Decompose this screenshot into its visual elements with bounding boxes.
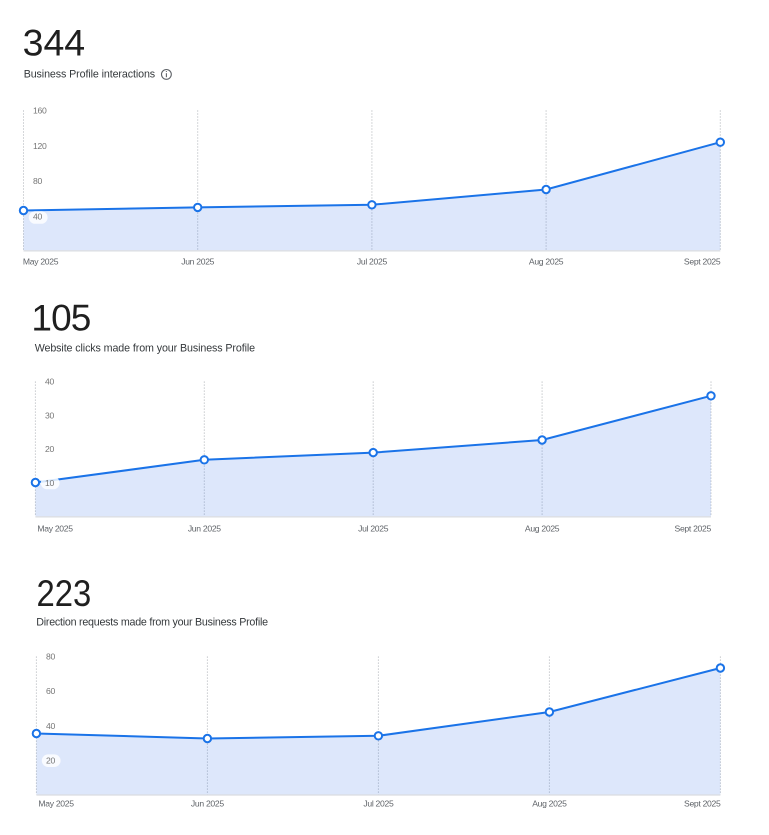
svg-text:80: 80: [46, 652, 55, 662]
svg-text:344: 344: [23, 22, 86, 64]
svg-text:10: 10: [45, 478, 54, 488]
svg-text:Aug 2025: Aug 2025: [529, 256, 564, 266]
svg-text:Jul 2025: Jul 2025: [363, 798, 394, 808]
svg-text:May 2025: May 2025: [37, 524, 73, 534]
svg-text:Jul 2025: Jul 2025: [357, 256, 388, 266]
svg-text:223: 223: [36, 573, 91, 614]
svg-text:Aug 2025: Aug 2025: [532, 798, 567, 808]
svg-text:60: 60: [46, 686, 55, 696]
svg-text:May 2025: May 2025: [23, 257, 59, 267]
svg-text:Jun 2025: Jun 2025: [188, 524, 221, 534]
svg-text:30: 30: [45, 410, 54, 420]
svg-text:Business Profile interactions: Business Profile interactions: [24, 69, 155, 81]
svg-text:105: 105: [31, 297, 90, 338]
svg-text:Sept 2025: Sept 2025: [684, 798, 721, 808]
svg-text:Website clicks made from your: Website clicks made from your Business P…: [35, 343, 255, 355]
svg-text:Jun 2025: Jun 2025: [191, 798, 224, 808]
svg-text:160: 160: [33, 105, 47, 115]
svg-text:40: 40: [33, 212, 42, 222]
svg-text:20: 20: [46, 756, 55, 766]
svg-text:40: 40: [46, 721, 55, 731]
svg-text:80: 80: [33, 176, 42, 186]
svg-text:Sept 2025: Sept 2025: [675, 524, 712, 534]
svg-text:40: 40: [45, 377, 54, 387]
svg-text:Jul 2025: Jul 2025: [358, 524, 389, 534]
svg-text:May 2025: May 2025: [38, 798, 74, 808]
svg-text:20: 20: [45, 444, 54, 454]
svg-text:Jun 2025: Jun 2025: [181, 256, 214, 266]
svg-text:Sept 2025: Sept 2025: [684, 256, 721, 266]
svg-text:Aug 2025: Aug 2025: [525, 524, 560, 534]
svg-text:120: 120: [33, 141, 47, 151]
svg-text:Direction requests made from y: Direction requests made from your Busine…: [36, 616, 268, 628]
